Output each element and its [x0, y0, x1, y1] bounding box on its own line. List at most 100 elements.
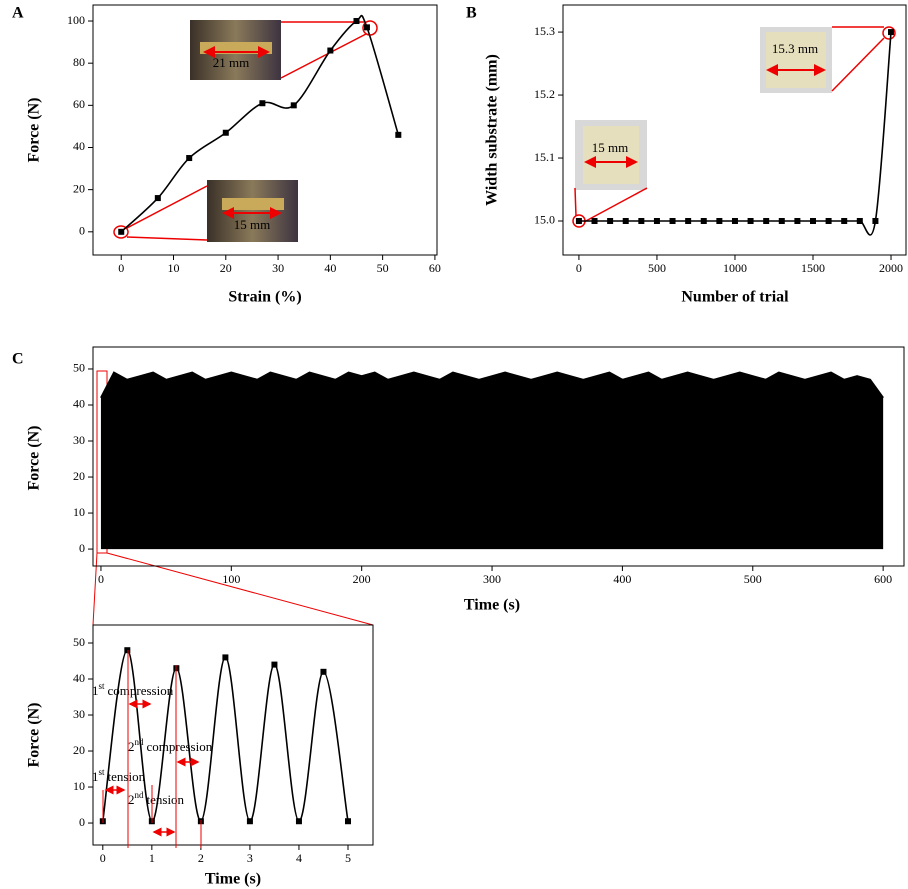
annotation: 15 mm	[234, 217, 270, 232]
marker	[841, 217, 848, 224]
x-axis-title: Time (s)	[464, 597, 520, 614]
y-tick-label: 40	[73, 139, 85, 153]
annotation-number: 2	[128, 792, 135, 807]
annotation-text: tension	[108, 769, 146, 784]
photo-sample	[766, 32, 826, 88]
annotation-text: tension	[147, 792, 185, 807]
marker	[607, 217, 614, 224]
panel-letter: C	[12, 351, 24, 368]
photo	[207, 180, 298, 242]
y-tick-label: 10	[73, 779, 85, 793]
marker	[222, 654, 229, 661]
x-tick-label: 10	[168, 261, 180, 275]
annotation-superscript: nd	[135, 790, 145, 800]
annotation: 15.3 mm	[772, 41, 818, 56]
marker	[290, 102, 297, 109]
annotation: 2nd tension	[128, 790, 185, 807]
marker	[186, 155, 193, 162]
x-tick-label: 60	[429, 261, 441, 275]
marker	[700, 217, 707, 224]
marker	[246, 818, 253, 825]
x-tick-label: 500	[744, 572, 762, 586]
photo-sample	[222, 198, 284, 210]
area-fill	[100, 372, 884, 550]
annotation: 1st tension	[92, 767, 146, 784]
x-axis-title: Time (s)	[205, 871, 261, 888]
x-tick-label: 20	[220, 261, 232, 275]
x-tick-label: 2000	[879, 261, 903, 275]
zoom-line	[280, 33, 367, 79]
annotation: 2nd compression	[128, 737, 213, 754]
marker	[731, 217, 738, 224]
marker	[685, 217, 692, 224]
annotation-number: 1	[92, 683, 99, 698]
line	[120, 14, 400, 233]
marker	[872, 217, 879, 224]
marker	[716, 217, 723, 224]
panel-letter: A	[12, 5, 24, 22]
x-tick-label: 4	[296, 851, 302, 865]
y-tick-label: 30	[73, 707, 85, 721]
marker	[809, 217, 816, 224]
y-tick-label: 0	[79, 541, 85, 555]
annotation-text: compression	[108, 683, 174, 698]
x-tick-label: 0	[100, 851, 106, 865]
x-tick-label: 3	[247, 851, 253, 865]
x-tick-label: 500	[648, 261, 666, 275]
y-tick-label: 40	[73, 397, 85, 411]
marker	[825, 217, 832, 224]
x-tick-label: 0	[118, 261, 124, 275]
marker	[575, 217, 582, 224]
y-tick-label: 80	[73, 55, 85, 69]
marker	[591, 217, 598, 224]
y-tick-label: 50	[73, 361, 85, 375]
x-tick-label: 50	[377, 261, 389, 275]
y-axis-title: Force (N)	[26, 426, 43, 491]
zoom-line	[583, 187, 648, 223]
marker	[747, 217, 754, 224]
panel: 0 10 20 30 40 50 60 0 20 40 60 80 100 Strain (%) Force…	[12, 4, 441, 306]
plot-frame	[92, 4, 438, 256]
y-axis-title: Force (N)	[26, 98, 43, 163]
x-tick-label: 300	[483, 572, 501, 586]
marker	[653, 217, 660, 224]
zoom-line	[831, 37, 885, 92]
x-tick-label: 2	[198, 851, 204, 865]
y-tick-label: 15.3	[534, 24, 555, 38]
annotation-number: 2	[128, 739, 135, 754]
marker	[638, 217, 645, 224]
marker	[778, 217, 785, 224]
marker	[222, 129, 229, 136]
y-tick-label: 15.0	[534, 213, 555, 227]
marker	[259, 100, 266, 107]
x-tick-label: 0	[98, 572, 104, 586]
y-tick-label: 100	[67, 13, 85, 27]
y-tick-label: 10	[73, 505, 85, 519]
x-tick-label: 400	[613, 572, 631, 586]
marker	[320, 668, 327, 675]
marker	[353, 18, 360, 25]
x-tick-label: 5	[345, 851, 351, 865]
y-axis-title: Width substrate (mm)	[484, 54, 501, 206]
x-tick-label: 200	[353, 572, 371, 586]
marker	[794, 217, 801, 224]
panel: 0 500 1000 1500 2000 15.0 15.1 15.2 15.3 Number o…	[466, 4, 907, 306]
marker	[669, 217, 676, 224]
y-tick-label: 15.2	[534, 87, 555, 101]
annotation-superscript: st	[99, 681, 106, 691]
marker	[327, 47, 334, 54]
zoom-line	[92, 552, 98, 626]
zoom-line	[126, 185, 208, 229]
photo-sample	[583, 126, 639, 184]
x-tick-label: 40	[324, 261, 336, 275]
x-tick-label: 1500	[801, 261, 825, 275]
highlight-circle	[882, 26, 896, 40]
marker	[888, 29, 895, 36]
annotation-number: 1	[92, 769, 99, 784]
marker	[295, 818, 302, 825]
y-tick-label: 15.1	[534, 150, 555, 164]
y-tick-label: 60	[73, 97, 85, 111]
plot-frame	[92, 624, 374, 846]
